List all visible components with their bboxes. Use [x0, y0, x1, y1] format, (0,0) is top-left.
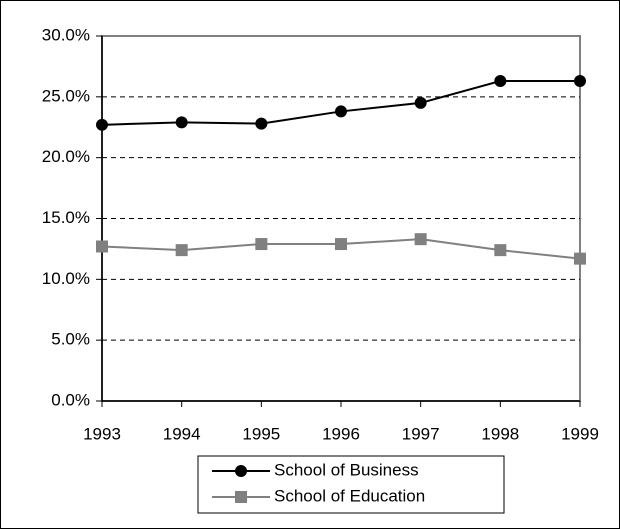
point: [175, 244, 188, 257]
point: [494, 244, 507, 257]
legend-marker: [235, 491, 247, 503]
point: [96, 240, 108, 253]
x-tick-label: 1999: [561, 424, 599, 443]
x-tick-label: 1995: [242, 424, 280, 443]
y-tick-label: 5.0%: [51, 330, 90, 349]
y-tick-label: 20.0%: [42, 147, 90, 166]
x-tick-label: 1996: [322, 424, 360, 443]
y-tick-label: 25.0%: [42, 86, 90, 105]
point: [414, 96, 427, 109]
y-tick-label: 30.0%: [42, 25, 90, 44]
legend-label: School of Education: [274, 486, 425, 505]
x-tick-label: 1993: [83, 424, 121, 443]
point: [574, 252, 586, 265]
point: [96, 118, 108, 131]
legend-marker: [235, 465, 247, 477]
point: [494, 75, 507, 88]
y-tick-label: 10.0%: [42, 269, 90, 288]
point: [574, 75, 586, 88]
y-tick-label: 0.0%: [51, 390, 90, 409]
point: [255, 238, 268, 251]
legend: [197, 455, 505, 514]
point: [255, 117, 268, 130]
point: [335, 105, 347, 118]
x-tick-label: 1994: [163, 424, 201, 443]
point: [335, 238, 347, 251]
y-tick-label: 15.0%: [42, 208, 90, 227]
point: [175, 116, 188, 129]
legend-label: School of Business: [274, 460, 419, 479]
x-tick-label: 1998: [481, 424, 519, 443]
x-tick-label: 1997: [402, 424, 440, 443]
point: [414, 233, 427, 246]
